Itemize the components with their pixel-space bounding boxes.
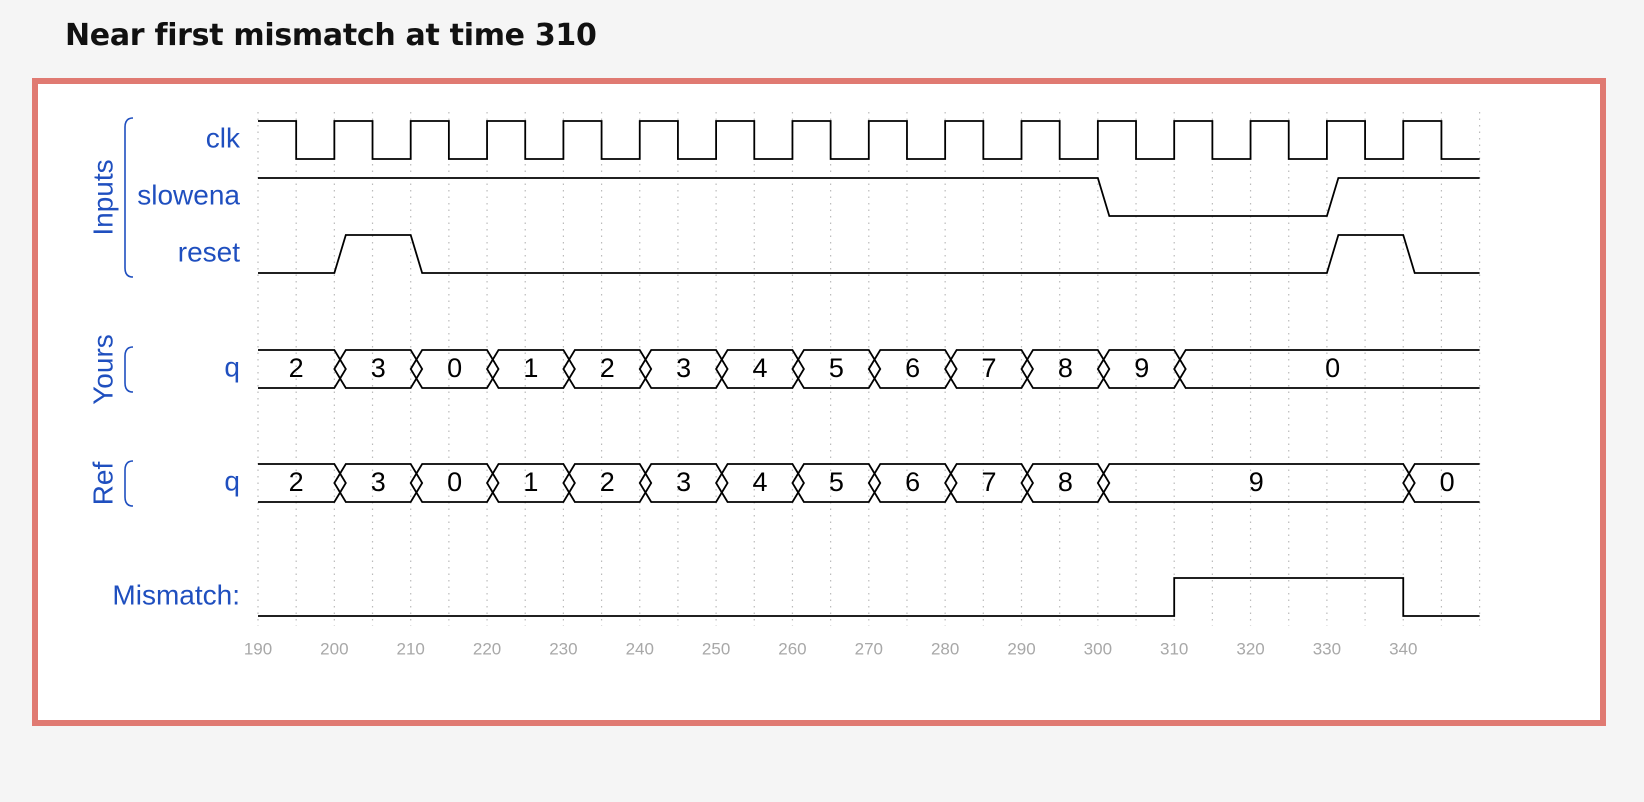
yours-q-segment (409, 349, 500, 389)
group-yours-label: Yours (87, 334, 118, 405)
yours-q-segment (638, 349, 729, 389)
time-tick-label: 190 (244, 639, 272, 658)
yours-q-segment (944, 349, 1035, 389)
signal-label-yours-q: q (224, 351, 240, 382)
group-inputs-label: Inputs (87, 159, 118, 235)
clk-waveform (258, 120, 1480, 160)
yours-q-segment (485, 349, 576, 389)
reset-waveform (258, 234, 1480, 274)
ref-q-segment (1020, 463, 1111, 503)
ref-q-value: 7 (982, 467, 997, 497)
ref-q-value: 0 (1440, 467, 1455, 497)
yours-q-value: 5 (829, 353, 844, 383)
slowena-waveform (258, 177, 1480, 217)
yours-q-value: 2 (289, 353, 304, 383)
ref-q-value: 5 (829, 467, 844, 497)
ref-q-segment (409, 463, 500, 503)
yours-q-value: 3 (676, 353, 691, 383)
yours-q-value: 8 (1058, 353, 1073, 383)
time-tick-label: 330 (1313, 639, 1341, 658)
yours-q-value: 2 (600, 353, 615, 383)
yours-q-value: 0 (1325, 353, 1340, 383)
ref-q-segment (485, 463, 576, 503)
time-tick-label: 270 (855, 639, 883, 658)
ref-q-value: 4 (752, 467, 767, 497)
ref-q-segment (944, 463, 1035, 503)
yours-q-value: 7 (982, 353, 997, 383)
ref-q-segment (791, 463, 882, 503)
yours-q-segment (1096, 349, 1187, 389)
ref-q-value: 9 (1249, 467, 1264, 497)
time-tick-label: 260 (778, 639, 806, 658)
yours-q-segment (1020, 349, 1111, 389)
ref-q-value: 1 (523, 467, 538, 497)
group-ref-label: Ref (87, 461, 118, 505)
group-ref-bracket (124, 460, 134, 507)
ref-q-value: 0 (447, 467, 462, 497)
signal-label-slowena: slowena (137, 179, 240, 210)
page-title: Near first mismatch at time 310 (65, 18, 597, 53)
ref-q-segment (715, 463, 805, 503)
ref-q-value: 2 (289, 467, 304, 497)
yours-q-segment (333, 349, 424, 389)
mismatch-waveform (258, 577, 1480, 617)
yours-q-segment (258, 349, 347, 389)
ref-q-value: 8 (1058, 467, 1073, 497)
group-yours-bracket (124, 346, 134, 393)
time-tick-label: 320 (1236, 639, 1264, 658)
waveform-diagram: 190 200 210 220 230 240 250 260 270 280 290 300 310 3… (87, 112, 1481, 658)
time-tick-label: 200 (320, 639, 348, 658)
time-tick-label: 210 (397, 639, 425, 658)
yours-q-segment (791, 349, 882, 389)
yours-q-value: 9 (1134, 353, 1149, 383)
signal-label-clk: clk (206, 122, 241, 153)
time-tick-label: 280 (931, 639, 959, 658)
waveform-panel: 190 200 210 220 230 240 250 260 270 280 290 300 310 3… (32, 78, 1606, 726)
time-tick-label: 230 (549, 639, 577, 658)
ref-q-value: 6 (905, 467, 920, 497)
signal-label-mismatch: Mismatch: (112, 579, 240, 610)
time-tick-label: 340 (1389, 639, 1417, 658)
time-tick-label: 220 (473, 639, 501, 658)
ref-q-segment (562, 463, 653, 503)
ref-q-value: 2 (600, 467, 615, 497)
yours-q-value: 1 (523, 353, 538, 383)
time-tick-label: 310 (1160, 639, 1188, 658)
yours-q-segment (715, 349, 805, 389)
ref-q-segment (258, 463, 347, 503)
time-tick-label: 250 (702, 639, 730, 658)
yours-q-value: 4 (752, 353, 767, 383)
time-tick-label: 300 (1084, 639, 1112, 658)
time-tick-label: 290 (1007, 639, 1035, 658)
ref-q-value: 3 (371, 467, 386, 497)
yours-q-value: 6 (905, 353, 920, 383)
yours-q-value: 0 (447, 353, 462, 383)
ref-q-segment (1402, 463, 1480, 503)
yours-q-value: 3 (371, 353, 386, 383)
signal-label-ref-q: q (224, 465, 240, 496)
group-inputs-bracket (124, 117, 134, 278)
ref-q-segment (867, 463, 958, 503)
yours-q-segment (1173, 349, 1480, 389)
ref-q-segment (638, 463, 729, 503)
time-tick-label: 240 (626, 639, 654, 658)
ref-q-segment (1096, 463, 1416, 503)
signal-label-reset: reset (178, 236, 240, 267)
ref-q-segment (333, 463, 424, 503)
yours-q-segment (867, 349, 958, 389)
yours-q-segment (562, 349, 653, 389)
ref-q-value: 3 (676, 467, 691, 497)
